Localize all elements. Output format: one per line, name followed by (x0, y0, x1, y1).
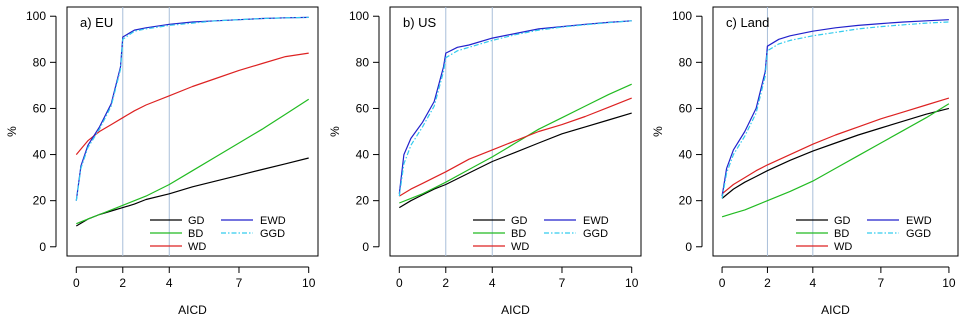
y-axis-title: % (5, 126, 19, 137)
panel-title: c) Land (726, 15, 769, 30)
y-tick-label: 60 (679, 101, 693, 115)
panel-title: a) EU (80, 15, 113, 30)
legend-label-ewd: EWD (906, 215, 932, 227)
series-line-bd (399, 83, 632, 204)
x-axis-title: AICD (501, 303, 530, 317)
legend-label-ggd: GGD (583, 228, 608, 240)
x-tick-label: 7 (559, 276, 566, 290)
y-tick-label: 20 (679, 194, 693, 208)
y-tick-label: 40 (679, 148, 693, 162)
y-tick-label: 0 (362, 240, 369, 254)
legend-label-ewd: EWD (583, 215, 609, 227)
x-axis-title: AICD (821, 303, 850, 317)
legend-label-wd: WD (834, 241, 852, 253)
y-tick-label: 40 (356, 148, 370, 162)
series-line-ggd (721, 21, 949, 199)
y-axis-title: % (651, 126, 665, 137)
y-tick-label: 60 (356, 101, 370, 115)
x-tick-label: 10 (942, 276, 956, 290)
x-axis-title: AICD (178, 303, 207, 317)
y-tick-label: 60 (33, 101, 47, 115)
series-line-ggd (75, 16, 309, 201)
series-line-gd (721, 107, 950, 199)
y-axis-title: % (328, 126, 342, 137)
x-tick-label: 0 (396, 276, 403, 290)
x-tick-label: 2 (764, 276, 771, 290)
x-tick-label: 7 (878, 276, 885, 290)
legend-label-gd: GD (511, 215, 528, 227)
y-tick-label: 40 (33, 148, 47, 162)
y-tick-label: 20 (33, 194, 47, 208)
legend-label-wd: WD (188, 241, 206, 253)
series-line-bd (721, 103, 950, 218)
series-line-wd (75, 52, 309, 155)
series-line-gd (398, 112, 632, 209)
series-line-wd (398, 97, 632, 197)
series-line-wd (721, 97, 950, 195)
y-tick-label: 0 (39, 240, 46, 254)
x-tick-label: 2 (442, 276, 449, 290)
legend-label-wd: WD (511, 241, 529, 253)
y-tick-label: 100 (26, 9, 46, 23)
legend-label-bd: BD (188, 228, 203, 240)
series-line-ewd (721, 19, 949, 197)
y-tick-label: 80 (679, 55, 693, 69)
plot-frame (712, 6, 959, 257)
x-tick-label: 0 (73, 276, 80, 290)
series-line-bd (76, 98, 310, 225)
y-tick-label: 100 (349, 9, 369, 23)
x-tick-label: 4 (166, 276, 173, 290)
x-tick-label: 7 (236, 276, 243, 290)
plot-frame (66, 6, 319, 257)
legend-label-bd: BD (834, 228, 849, 240)
y-tick-label: 100 (672, 9, 692, 23)
x-tick-label: 10 (625, 276, 639, 290)
y-tick-label: 0 (685, 240, 692, 254)
y-tick-label: 20 (356, 194, 370, 208)
legend-label-ewd: EWD (260, 215, 286, 227)
x-tick-label: 10 (302, 276, 316, 290)
legend-label-ggd: GGD (906, 228, 931, 240)
x-tick-label: 2 (119, 276, 126, 290)
panel-title: b) US (403, 15, 437, 30)
legend-label-bd: BD (511, 228, 526, 240)
x-tick-label: 4 (809, 276, 816, 290)
x-tick-label: 4 (489, 276, 496, 290)
x-tick-label: 0 (719, 276, 726, 290)
series-line-ewd (75, 16, 309, 201)
plot-frame (389, 6, 642, 257)
series-line-ggd (398, 20, 632, 197)
y-tick-label: 80 (356, 55, 370, 69)
legend-label-gd: GD (834, 215, 851, 227)
legend-label-ggd: GGD (260, 228, 285, 240)
legend-label-gd: GD (188, 215, 205, 227)
y-tick-label: 80 (33, 55, 47, 69)
